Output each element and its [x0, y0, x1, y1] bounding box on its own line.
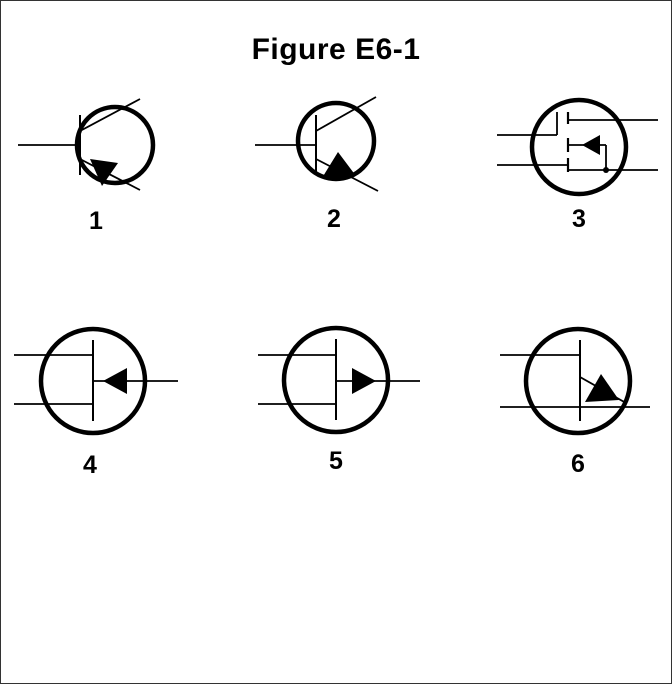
figure-title: Figure E6-1 [251, 33, 421, 66]
symbol-6-envelope-circle [523, 326, 633, 436]
symbol-3-number: 3 [572, 205, 586, 233]
symbol-3-junction-dot [603, 167, 609, 173]
symbol-1-npn-transistor [18, 98, 156, 191]
symbol-1-collector-lead [79, 98, 141, 132]
symbol-4-jfet-n-channel [14, 326, 178, 436]
symbol-6-number: 6 [571, 450, 585, 478]
symbol-1-envelope-circle [74, 104, 156, 186]
symbol-1-number: 1 [89, 207, 103, 235]
symbol-5-jfet-p-channel [258, 325, 420, 435]
symbol-2-number: 2 [327, 205, 341, 233]
symbol-3-mosfet [497, 97, 658, 197]
symbol-5-envelope-circle [281, 325, 391, 435]
symbol-4-gate-arrow [103, 368, 127, 394]
symbol-6-unijunction-transistor [500, 326, 650, 436]
symbol-6-emitter-arrow [585, 374, 619, 402]
symbol-5-gate-arrow [352, 368, 376, 394]
symbol-2-emitter-arrow [322, 152, 356, 178]
symbol-3-substrate-arrow [582, 135, 600, 155]
symbol-3-envelope-circle [529, 97, 629, 197]
symbol-2-pnp-transistor [255, 96, 379, 192]
symbol-2-envelope-circle [295, 100, 377, 182]
symbol-1-emitter-arrow [90, 159, 118, 186]
symbol-2-collector-lead [315, 96, 377, 132]
symbol-4-number: 4 [83, 451, 97, 479]
symbol-5-number: 5 [329, 447, 343, 475]
